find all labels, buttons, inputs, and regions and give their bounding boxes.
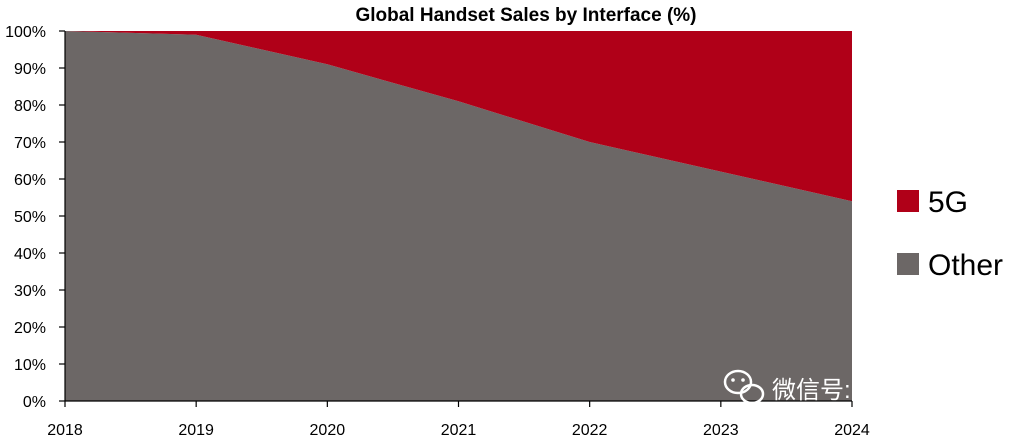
x-tick-label: 2022 <box>572 422 608 438</box>
wechat-icon <box>723 369 765 405</box>
area-5g <box>65 31 852 202</box>
watermark-text: 微信号: angmobile <box>772 377 968 404</box>
x-tick-label: 2019 <box>178 422 214 438</box>
y-tick-label: 60% <box>14 172 46 189</box>
y-tick-label: 90% <box>14 61 46 78</box>
y-axis-ticks: 0% 10% 20% 30% 40% 50% 60% 70% 80% 90% 100% <box>5 24 65 411</box>
y-tick-label: 70% <box>14 135 46 152</box>
legend-label-5g: 5G <box>928 186 968 219</box>
x-tick-label: 2020 <box>310 422 346 438</box>
y-tick-label: 30% <box>14 283 46 300</box>
legend-label-other: Other <box>928 249 1003 282</box>
y-tick-label: 50% <box>14 209 46 226</box>
legend-swatch-other <box>897 253 919 275</box>
y-tick-label: 10% <box>14 357 46 374</box>
x-tick-label: 2021 <box>441 422 477 438</box>
area-other <box>65 31 852 401</box>
x-axis-ticks: 2018 2019 2020 2021 2022 2023 2024 <box>47 401 870 438</box>
legend-swatch-5g <box>897 190 919 212</box>
chart-title: Global Handset Sales by Interface (%) <box>355 5 696 26</box>
x-tick-label: 2023 <box>703 422 739 438</box>
legend: 5G Other <box>897 186 1003 282</box>
plot-areas <box>65 31 852 401</box>
watermark: 微信号: angmobile <box>723 369 968 405</box>
y-tick-label: 100% <box>5 24 46 41</box>
y-tick-label: 20% <box>14 320 46 337</box>
x-tick-label: 2018 <box>47 422 83 438</box>
y-tick-label: 0% <box>23 394 46 411</box>
y-tick-label: 40% <box>14 246 46 263</box>
x-tick-label: 2024 <box>834 422 870 438</box>
y-tick-label: 80% <box>14 98 46 115</box>
